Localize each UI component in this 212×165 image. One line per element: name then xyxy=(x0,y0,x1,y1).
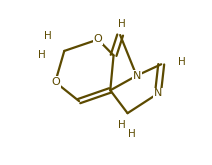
Text: H: H xyxy=(44,31,52,41)
Text: H: H xyxy=(38,50,46,60)
Text: N: N xyxy=(154,88,162,99)
Text: H: H xyxy=(118,19,126,29)
Text: H: H xyxy=(118,120,126,130)
Text: N: N xyxy=(132,71,141,81)
Text: O: O xyxy=(51,77,60,87)
Text: O: O xyxy=(93,34,102,45)
Text: H: H xyxy=(128,129,135,139)
Text: H: H xyxy=(178,57,186,67)
